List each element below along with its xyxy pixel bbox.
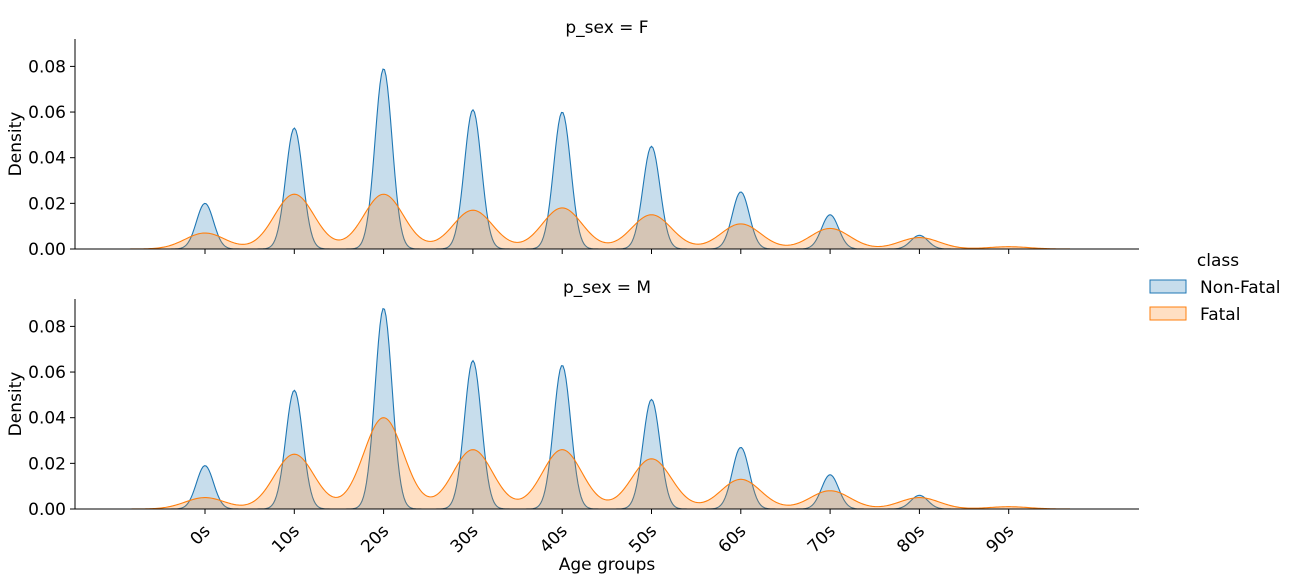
density-area-non-fatal-panel-1 (110, 69, 1070, 250)
y-tick-label: 0.04 (28, 149, 66, 169)
y-tick-label: 0.02 (28, 194, 66, 214)
density-area-non-fatal-panel-2 (110, 308, 1070, 509)
x-tick-label: 20s (357, 521, 393, 557)
y-tick-label: 0.06 (28, 103, 66, 123)
y-axis-label: Density (6, 112, 26, 177)
legend-label-non-fatal: Non-Fatal (1200, 278, 1280, 298)
y-tick-label: 0.04 (28, 409, 66, 429)
density-area-fatal-panel-2 (110, 417, 1070, 509)
x-tick-label: 30s (447, 521, 483, 557)
x-tick-label: 0s (186, 521, 214, 549)
legend-swatch-non-fatal (1149, 279, 1187, 294)
x-tick-label: 70s (804, 521, 840, 557)
legend-label-fatal: Fatal (1200, 305, 1240, 325)
density-line-non-fatal-panel-1 (110, 68, 1070, 250)
x-tick-label: 10s (268, 521, 304, 557)
x-tick-label: 60s (715, 521, 751, 557)
y-axis-label: Density (6, 372, 26, 437)
x-axis-label: Age groups (559, 555, 656, 575)
x-tick-label: 50s (625, 521, 661, 557)
panel-title: p_sex = F (565, 18, 648, 38)
legend-title: class (1197, 251, 1239, 271)
density-area-fatal-panel-1 (110, 194, 1070, 249)
y-tick-label: 0.06 (28, 363, 66, 383)
density-line-non-fatal-panel-2 (110, 307, 1070, 510)
x-tick-label: 90s (983, 521, 1019, 557)
y-tick-label: 0.00 (28, 240, 66, 260)
density-line-fatal-panel-1 (110, 193, 1071, 250)
y-tick-label: 0.08 (28, 57, 66, 77)
y-tick-label: 0.08 (28, 317, 66, 337)
y-tick-label: 0.02 (28, 454, 66, 474)
x-tick-label: 80s (893, 521, 929, 557)
x-tick-label: 40s (536, 521, 572, 557)
y-tick-label: 0.00 (28, 500, 66, 520)
panel-title: p_sex = M (563, 278, 651, 298)
density-line-fatal-panel-2 (110, 417, 1071, 510)
legend-swatch-fatal (1149, 306, 1187, 321)
